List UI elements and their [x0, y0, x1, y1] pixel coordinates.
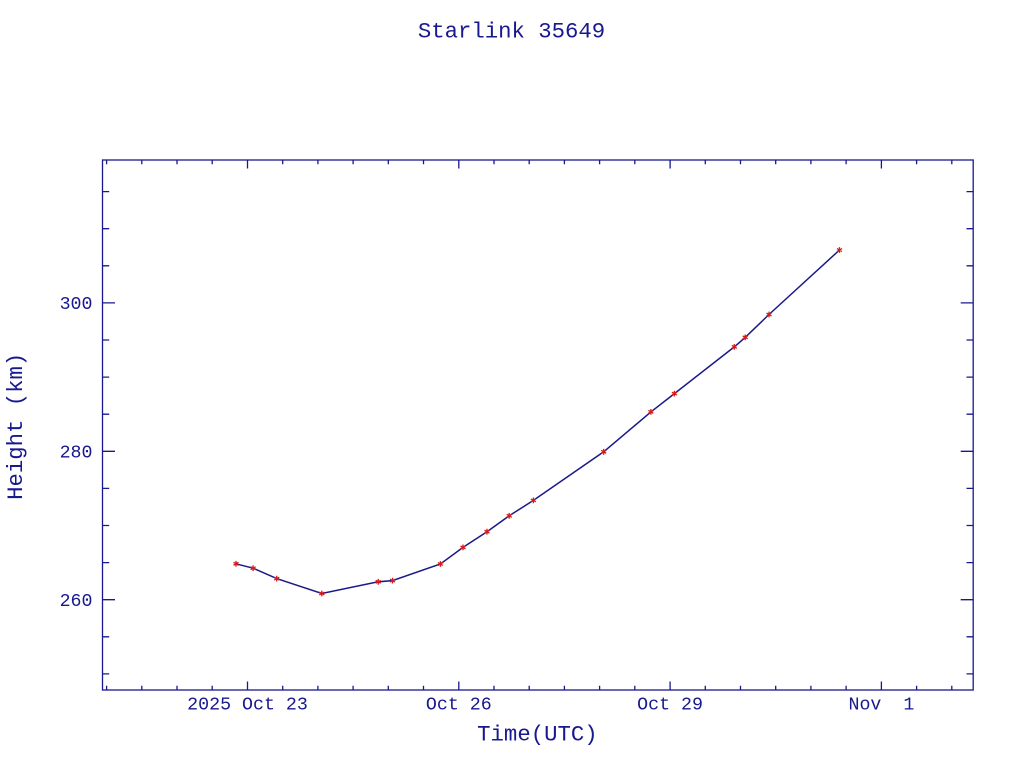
svg-text:280: 280 — [60, 444, 93, 464]
svg-text:260: 260 — [60, 592, 93, 612]
svg-text:Height (km): Height (km) — [3, 353, 29, 500]
svg-text:Oct 26: Oct 26 — [426, 695, 492, 715]
svg-text:Time(UTC): Time(UTC) — [477, 722, 597, 748]
svg-text:300: 300 — [60, 295, 93, 315]
svg-text:Starlink 35649: Starlink 35649 — [418, 19, 605, 45]
svg-text:Oct 29: Oct 29 — [637, 695, 703, 715]
svg-text:Nov 1: Nov 1 — [848, 695, 914, 715]
svg-text:2025 Oct 23: 2025 Oct 23 — [187, 695, 308, 715]
